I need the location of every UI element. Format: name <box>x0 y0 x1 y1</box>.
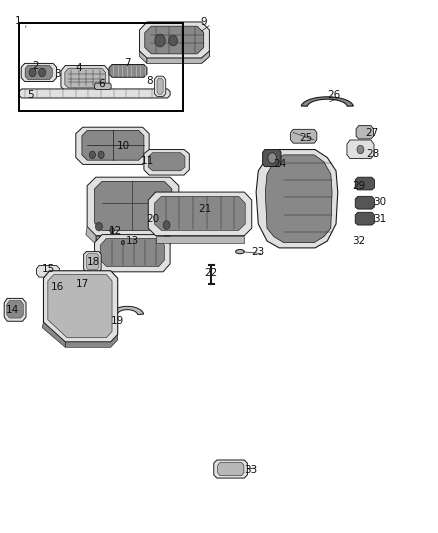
Text: 14: 14 <box>6 305 20 315</box>
Text: 7: 7 <box>124 59 131 68</box>
Polygon shape <box>201 51 209 63</box>
Circle shape <box>357 146 364 154</box>
Text: 20: 20 <box>146 214 159 224</box>
Polygon shape <box>95 181 172 230</box>
Text: 26: 26 <box>327 90 340 100</box>
Polygon shape <box>140 22 209 58</box>
Circle shape <box>155 34 165 47</box>
Text: 25: 25 <box>300 133 313 143</box>
Polygon shape <box>154 196 245 230</box>
Text: 18: 18 <box>87 257 100 267</box>
Polygon shape <box>154 76 166 96</box>
Text: 15: 15 <box>42 264 55 274</box>
Text: 29: 29 <box>352 181 365 191</box>
Polygon shape <box>290 130 317 143</box>
Circle shape <box>89 151 95 159</box>
Circle shape <box>29 68 36 77</box>
Circle shape <box>39 68 46 77</box>
Text: 4: 4 <box>75 63 82 73</box>
Polygon shape <box>148 192 252 236</box>
Polygon shape <box>42 322 65 348</box>
Polygon shape <box>65 335 118 348</box>
Text: 6: 6 <box>99 79 105 89</box>
Polygon shape <box>43 271 118 342</box>
Text: 33: 33 <box>244 465 257 474</box>
Polygon shape <box>95 235 170 272</box>
Text: 24: 24 <box>273 159 287 169</box>
Polygon shape <box>100 238 164 266</box>
Text: 17: 17 <box>76 279 89 288</box>
Text: 16: 16 <box>51 282 64 292</box>
Text: 2: 2 <box>32 61 39 71</box>
Polygon shape <box>95 83 111 90</box>
Polygon shape <box>36 265 60 277</box>
Polygon shape <box>45 281 68 295</box>
Polygon shape <box>347 140 374 159</box>
Polygon shape <box>87 177 179 236</box>
Polygon shape <box>7 301 23 318</box>
Text: 27: 27 <box>365 127 378 138</box>
Text: 10: 10 <box>117 141 131 151</box>
Circle shape <box>98 151 104 159</box>
Text: 13: 13 <box>126 236 139 246</box>
Text: 32: 32 <box>352 236 365 246</box>
Polygon shape <box>356 126 374 139</box>
Polygon shape <box>147 51 209 63</box>
Polygon shape <box>218 463 244 475</box>
Polygon shape <box>84 252 101 272</box>
Bar <box>19 23 183 111</box>
Circle shape <box>169 35 177 46</box>
Polygon shape <box>355 177 374 190</box>
Circle shape <box>110 228 114 233</box>
Polygon shape <box>148 153 185 171</box>
Text: 21: 21 <box>198 204 212 214</box>
Polygon shape <box>355 196 374 209</box>
Circle shape <box>95 222 102 231</box>
Text: 1: 1 <box>15 16 21 26</box>
Text: 28: 28 <box>366 149 379 159</box>
Text: 30: 30 <box>373 197 386 207</box>
Polygon shape <box>82 131 144 160</box>
Polygon shape <box>96 236 170 244</box>
Polygon shape <box>76 127 149 165</box>
Polygon shape <box>301 97 353 106</box>
Text: 5: 5 <box>27 90 34 100</box>
Polygon shape <box>157 78 163 94</box>
Text: 12: 12 <box>109 226 122 236</box>
Text: 19: 19 <box>111 316 124 326</box>
Text: 3: 3 <box>54 69 61 78</box>
Text: 23: 23 <box>251 247 264 257</box>
Text: 8: 8 <box>147 77 153 86</box>
Polygon shape <box>61 66 109 91</box>
Polygon shape <box>19 89 170 98</box>
Polygon shape <box>263 150 281 166</box>
Polygon shape <box>265 155 332 243</box>
Polygon shape <box>355 212 374 225</box>
Text: 22: 22 <box>205 269 218 278</box>
Polygon shape <box>86 254 99 270</box>
Polygon shape <box>65 68 106 88</box>
Polygon shape <box>140 51 147 63</box>
Circle shape <box>121 240 125 245</box>
Polygon shape <box>25 66 52 79</box>
Polygon shape <box>86 227 96 244</box>
Text: 11: 11 <box>140 156 154 166</box>
Polygon shape <box>48 274 112 338</box>
Text: 31: 31 <box>373 214 386 224</box>
Ellipse shape <box>236 249 244 254</box>
Polygon shape <box>144 150 189 175</box>
Polygon shape <box>109 64 147 77</box>
Polygon shape <box>145 26 204 54</box>
Polygon shape <box>155 236 244 243</box>
Polygon shape <box>21 63 57 82</box>
Circle shape <box>268 153 277 164</box>
Circle shape <box>163 221 170 229</box>
Text: 9: 9 <box>201 17 207 27</box>
Polygon shape <box>256 150 338 248</box>
Polygon shape <box>111 306 144 314</box>
Polygon shape <box>214 460 247 478</box>
Polygon shape <box>4 298 26 321</box>
